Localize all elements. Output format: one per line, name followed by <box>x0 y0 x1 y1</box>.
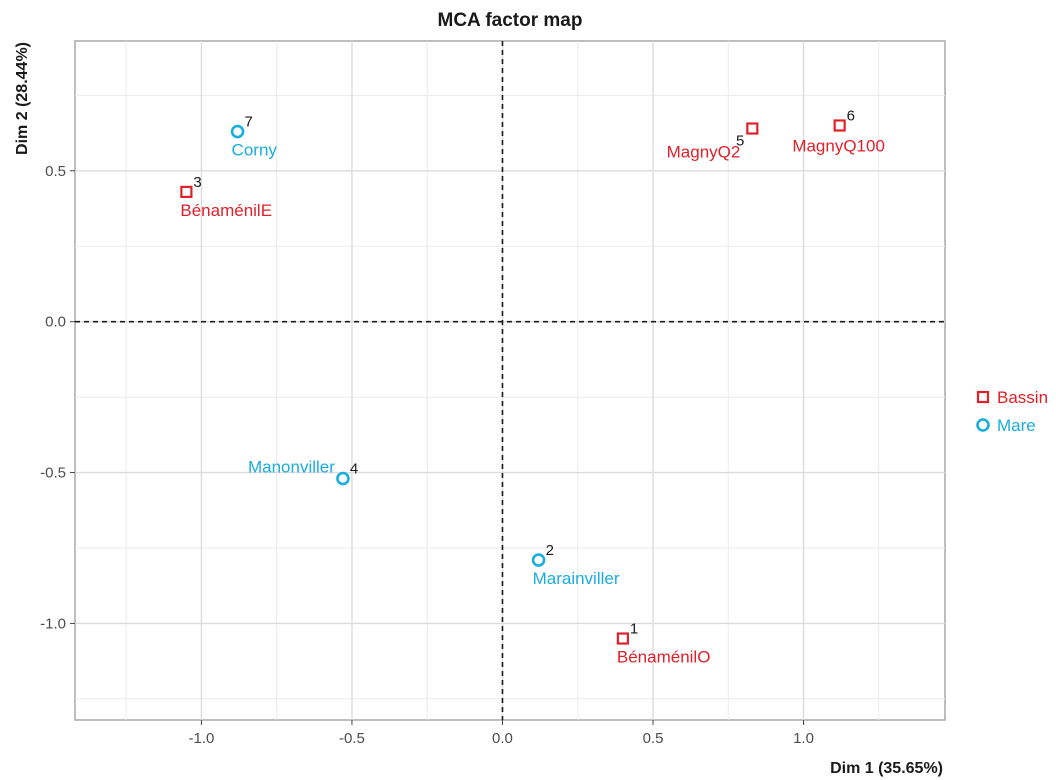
data-point-7: 7 Corny <box>230 114 278 160</box>
point-name-label: Manonviller <box>248 458 335 477</box>
legend-key-mare <box>976 418 990 432</box>
point-marker <box>531 553 546 567</box>
reference-lines <box>75 41 945 720</box>
point-number-label: 6 <box>847 107 855 124</box>
legend-label: Mare <box>997 416 1036 435</box>
point-marker <box>230 124 245 139</box>
legend-label: Bassin <box>997 388 1048 407</box>
point-name-label: Corny <box>232 141 278 160</box>
axis-ticks: -1.0 -0.5 0.0 0.5 1.0 -1.0 -0.5 0.0 0.5 <box>40 163 814 747</box>
data-point-6: 6 MagnyQ100 <box>792 107 885 155</box>
x-tick-label: 0.5 <box>643 730 664 747</box>
point-number-label: 5 <box>736 133 744 150</box>
y-tick-label: 0.0 <box>45 314 66 331</box>
data-points: 1 BénaménilO 2 Marainviller 3 BénaménilE 4 Mano… <box>180 107 885 667</box>
chart-title: MCA factor map <box>438 10 583 31</box>
legend-key-bassin <box>976 390 990 404</box>
data-point-3: 3 BénaménilE <box>180 174 272 220</box>
legend: Bassin Mare <box>976 388 1048 435</box>
legend-entry-mare: Mare <box>976 416 1036 435</box>
x-tick-label: 1.0 <box>793 730 814 747</box>
y-tick-label: -1.0 <box>40 615 66 632</box>
x-axis-title: Dim 1 (35.65%) <box>830 760 943 777</box>
point-name-label: MagnyQ2 <box>667 143 741 162</box>
point-marker <box>336 471 350 486</box>
point-name-label: BénaménilE <box>180 201 272 220</box>
point-name-label: Marainviller <box>533 569 620 588</box>
x-tick-label: -0.5 <box>339 730 365 747</box>
data-point-2: 2 Marainviller <box>531 542 620 588</box>
legend-entry-bassin: Bassin <box>976 388 1048 407</box>
x-tick-label: 0.0 <box>492 730 513 747</box>
point-number-label: 3 <box>193 174 201 191</box>
plot-panel <box>74 40 946 721</box>
y-tick-label: 0.5 <box>45 163 66 180</box>
x-tick-label: -1.0 <box>189 730 215 747</box>
point-marker <box>616 632 629 645</box>
point-marker <box>746 122 759 135</box>
point-name-label: BénaménilO <box>617 648 711 667</box>
point-marker <box>833 119 846 132</box>
data-point-4: 4 Manonviller <box>248 458 358 486</box>
point-number-label: 1 <box>630 621 638 638</box>
point-number-label: 7 <box>245 114 253 131</box>
y-axis-title: Dim 2 (28.44%) <box>14 42 31 155</box>
point-number-label: 4 <box>350 461 358 478</box>
y-tick-label: -0.5 <box>40 465 66 482</box>
point-marker <box>180 185 193 198</box>
point-number-label: 2 <box>546 542 554 559</box>
point-name-label: MagnyQ100 <box>792 136 885 155</box>
data-point-1: 1 BénaménilO <box>616 621 711 667</box>
